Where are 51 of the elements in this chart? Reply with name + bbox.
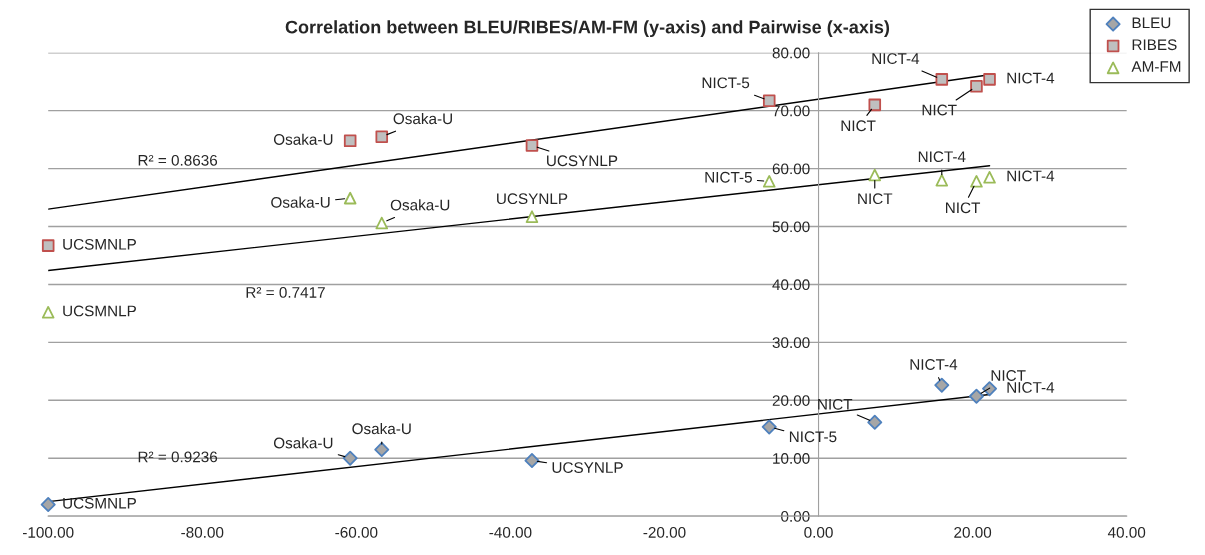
annotation: NICT-4 (910, 359, 958, 370)
annotation: NICT (922, 104, 957, 116)
legend-label: BLEU (1132, 17, 1171, 29)
annotation: R² = 0.9236 (138, 451, 218, 463)
annotation: Osaka-U (273, 437, 333, 449)
annotation: Osaka-U (393, 112, 452, 125)
annotation: NICT-4 (918, 151, 966, 163)
annotation: UCSMNLP (63, 497, 136, 509)
legend-label: AM-FM (1131, 61, 1181, 72)
annotation: Osaka-U (352, 422, 411, 435)
annotation: UCSMNLP (63, 238, 136, 250)
y-tick-label: 20.00 (772, 395, 810, 406)
x-tick-label: -100.00 (22, 526, 74, 538)
x-tick-label: -80.00 (181, 526, 224, 538)
annotation: UCSYNLP (552, 462, 623, 473)
annotation: NICT (818, 398, 853, 410)
annotation: Osaka-U (390, 199, 450, 211)
y-tick-label: 10.00 (773, 453, 810, 464)
annotation: NICT-5 (705, 171, 752, 183)
x-tick-label: -20.00 (643, 526, 686, 538)
annotation: NICT-5 (702, 77, 750, 89)
annotation: NICT-5 (789, 431, 837, 443)
x-tick-label: -60.00 (335, 526, 378, 538)
annotation: NICT (946, 202, 981, 214)
annotation: R² = 0.8636 (138, 154, 218, 166)
y-tick-label: 40.00 (772, 279, 810, 291)
chart-title: Correlation between BLEU/RIBES/AM-FM (y-axis) and Pairwise (x-axis) (285, 20, 890, 38)
y-tick-label: 60.00 (772, 163, 810, 175)
annotation: UCSMNLP (63, 305, 136, 317)
x-tick-label: 40.00 (1107, 526, 1146, 538)
legend-label: RIBES (1132, 39, 1177, 51)
y-tick-label: 50.00 (772, 221, 810, 233)
annotation: Osaka-U (271, 196, 330, 208)
y-tick-label: 30.00 (772, 337, 810, 349)
x-tick-label: -40.00 (489, 526, 532, 538)
annotation: NICT-4 (1007, 381, 1055, 393)
annotation: NICT-4 (1007, 72, 1055, 84)
annotation: NICT (991, 370, 1026, 381)
y-tick-label: 0.00 (781, 511, 810, 522)
y-tick-label: 80.00 (772, 47, 810, 59)
annotation: UCSYNLP (547, 155, 618, 167)
annotation: R² = 0.7417 (246, 286, 325, 298)
annotation: NICT-4 (1007, 170, 1055, 182)
x-tick-label: 0.00 (804, 526, 833, 538)
annotation: NICT (841, 120, 876, 132)
annotation: NICT (858, 193, 893, 205)
annotation: UCSYNLP (497, 193, 568, 205)
annotation: NICT-4 (872, 53, 920, 65)
annotation: Osaka-U (273, 133, 333, 145)
x-tick-label: 20.00 (954, 526, 992, 538)
y-tick-label: 70.00 (772, 105, 810, 117)
